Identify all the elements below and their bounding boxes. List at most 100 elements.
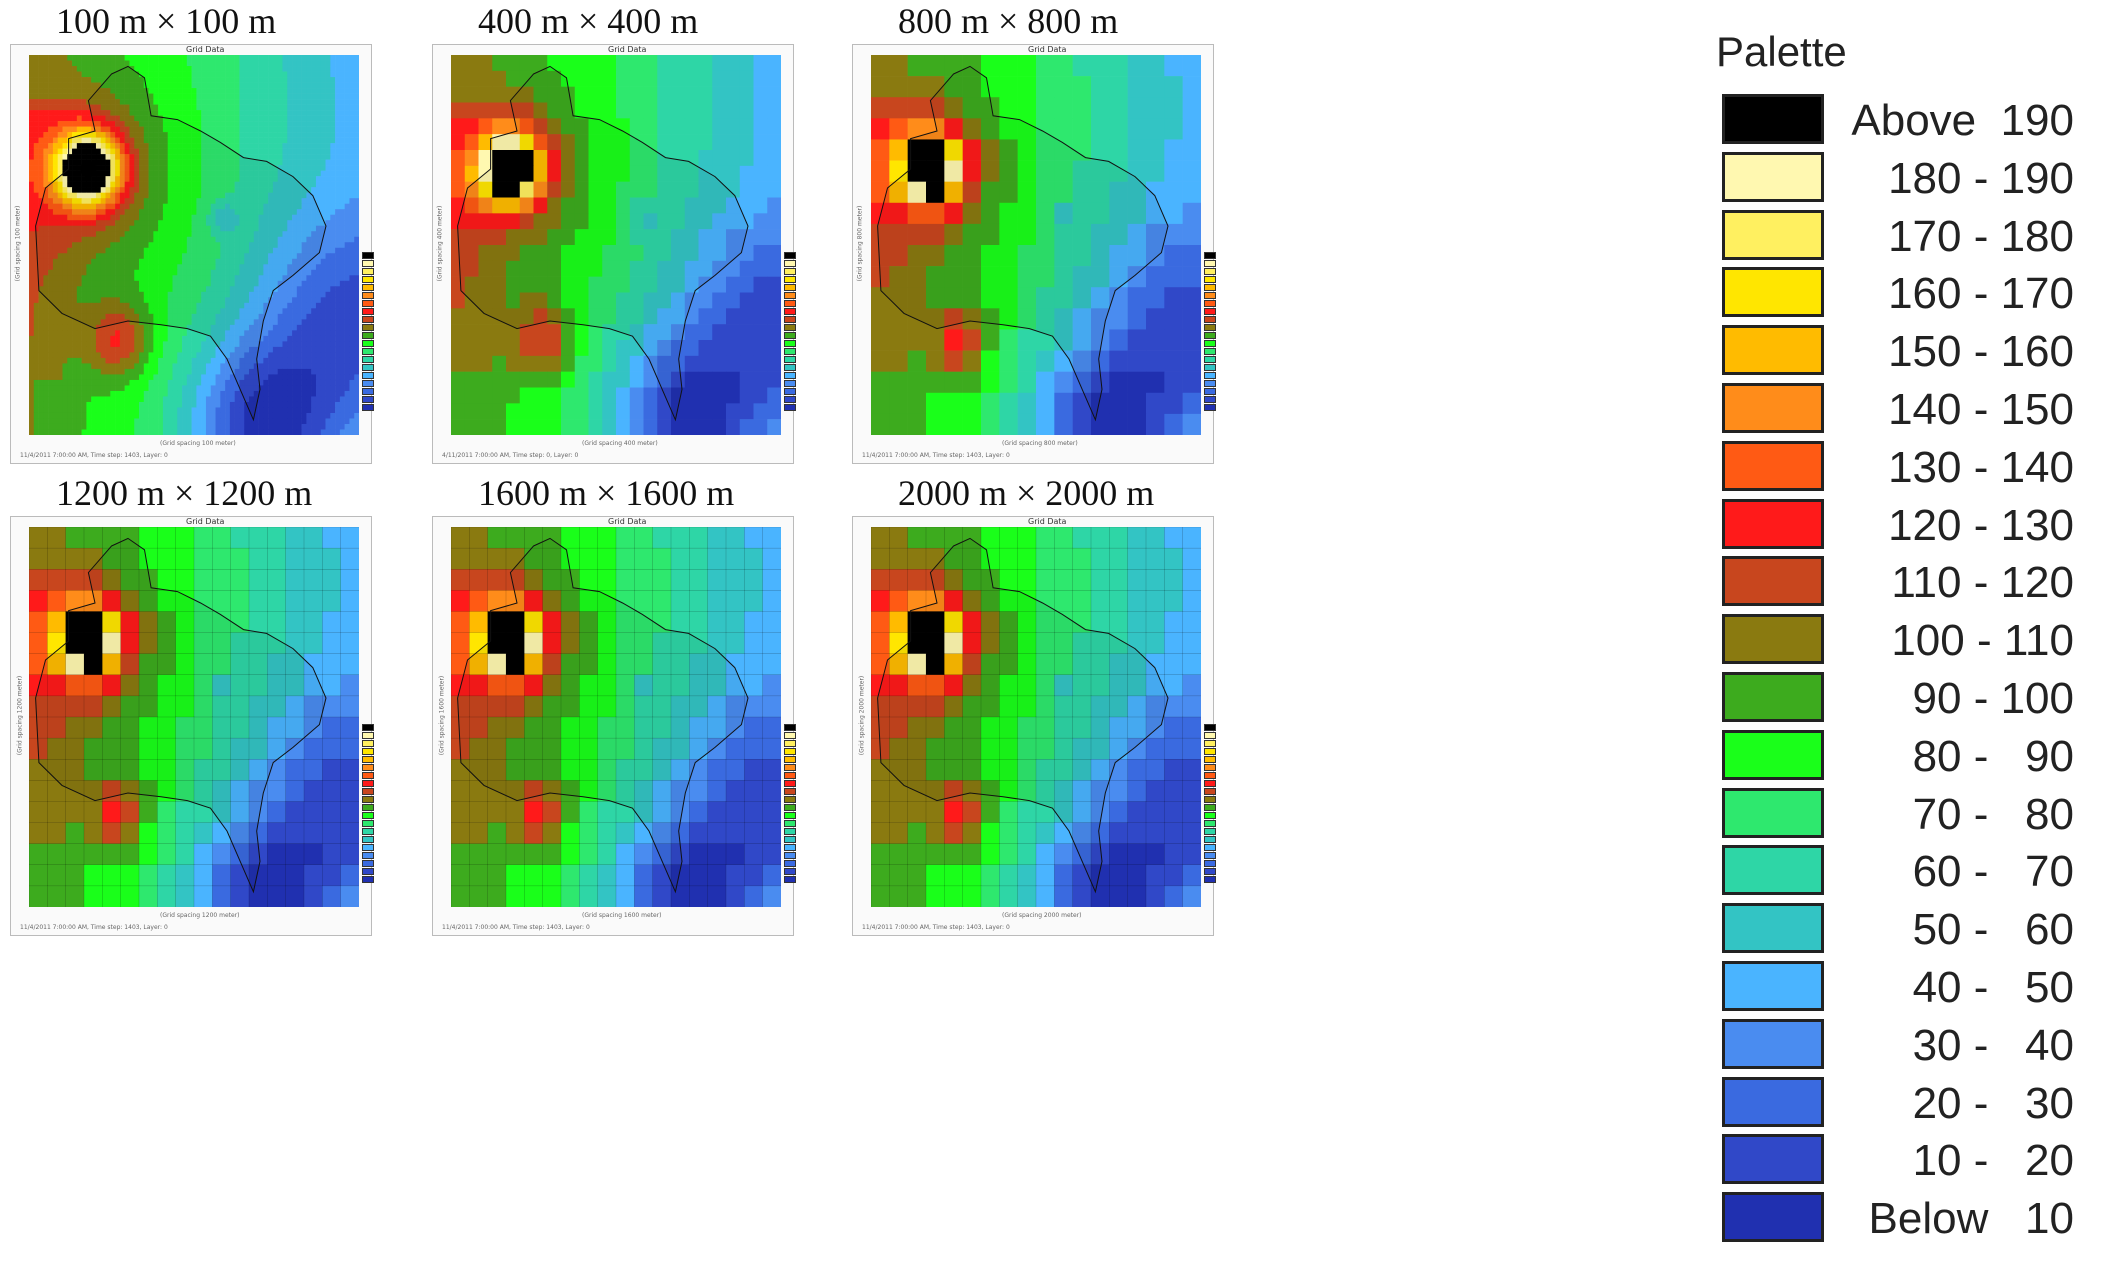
mini-palette-swatch: [784, 724, 796, 731]
palette-label: 80 - 90: [1912, 731, 2074, 781]
palette-row: 50 - 60: [1722, 903, 2082, 954]
palette-swatch: [1722, 1192, 1824, 1243]
mini-palette-swatch: [1204, 252, 1216, 259]
palette-label: Above 190: [1851, 96, 2074, 145]
mini-palette-swatch: [784, 396, 796, 403]
catchment-boundary: [457, 65, 749, 422]
palette-label: 70 - 80: [1912, 789, 2074, 839]
mini-palette-swatch: [784, 756, 796, 763]
mini-palette-swatch: [784, 292, 796, 299]
source-marker: [80, 633, 97, 649]
mini-palette-swatch: [362, 404, 374, 411]
mini-palette-swatch: [784, 324, 796, 331]
palette-swatch: [1722, 556, 1824, 607]
palette-swatch: [1722, 1076, 1824, 1127]
palette-row: 160 - 170: [1722, 267, 2082, 318]
mini-palette-swatch: [362, 364, 374, 371]
mini-palette-swatch: [1204, 764, 1216, 771]
palette-label: 30 - 40: [1912, 1020, 2074, 1070]
catchment-boundary: [877, 65, 1169, 422]
palette-label: Below 10: [1868, 1194, 2074, 1244]
palette-swatch: [1722, 1018, 1824, 1069]
palette-row: 70 - 80: [1722, 787, 2082, 839]
mini-palette-swatch: [362, 876, 374, 883]
mini-palette-swatch: [362, 844, 374, 851]
x-axis-caption: (Grid spacing 100 meter): [160, 440, 236, 447]
palette-label: 90 - 100: [1912, 674, 2074, 723]
panel-title: 1600 m × 1600 m: [478, 473, 735, 513]
mini-palette-swatch: [784, 388, 796, 395]
palette-row: 20 - 30: [1722, 1076, 2082, 1128]
grid-data-header: Grid Data: [186, 517, 225, 526]
palette-label: 140 - 150: [1888, 385, 2074, 434]
mini-palette-swatch: [784, 260, 796, 267]
palette-row: 140 - 150: [1722, 383, 2082, 434]
mini-palette-swatch: [362, 772, 374, 779]
palette-label: 150 - 160: [1888, 327, 2074, 377]
palette-row: 180 - 190: [1722, 151, 2082, 203]
mini-palette-swatch: [1204, 308, 1216, 315]
palette-row: 120 - 130: [1722, 498, 2082, 550]
mini-palette-swatch: [362, 276, 374, 283]
palette-row: 100 - 110: [1722, 614, 2082, 665]
mini-palette-swatch: [362, 388, 374, 395]
mini-palette-swatch: [362, 756, 374, 763]
mini-palette: [362, 724, 388, 884]
palette-swatch: [1722, 267, 1824, 318]
y-axis-caption: (Grid spacing 1600 meter): [438, 675, 446, 756]
mini-palette-swatch: [1204, 276, 1216, 283]
x-axis-caption: (Grid spacing 2000 meter): [1002, 912, 1082, 919]
mini-palette: [362, 252, 388, 412]
panel-title: 100 m × 100 m: [56, 1, 277, 41]
map-panel: 800 m × 800 m Grid Data (Grid spacing 800 …: [852, 0, 1262, 470]
mini-palette-swatch: [1204, 836, 1216, 843]
mini-palette: [784, 724, 810, 884]
mini-palette-swatch: [1204, 356, 1216, 363]
grid-data-window: Grid Data: [10, 516, 372, 936]
y-axis-caption: (Grid spacing 400 meter): [436, 205, 444, 282]
palette-title: Palette: [1716, 28, 1847, 75]
grid-data-header: Grid Data: [1028, 517, 1067, 526]
mini-palette-swatch: [784, 308, 796, 315]
concentration-map: [871, 55, 1201, 435]
mini-palette-swatch: [784, 300, 796, 307]
grid-data-header: Grid Data: [186, 45, 225, 54]
mini-palette-swatch: [362, 812, 374, 819]
mini-palette-swatch: [362, 836, 374, 843]
mini-palette-swatch: [784, 404, 796, 411]
grid-data-header: Grid Data: [608, 517, 647, 526]
mini-palette-swatch: [784, 820, 796, 827]
catchment-boundary: [35, 65, 327, 422]
mini-palette-swatch: [784, 836, 796, 843]
mini-palette-swatch: [784, 276, 796, 283]
mini-palette-swatch: [784, 732, 796, 739]
mini-palette-swatch: [784, 828, 796, 835]
mini-palette-swatch: [1204, 796, 1216, 803]
palette-label: 130 - 140: [1888, 442, 2074, 492]
mini-palette-swatch: [362, 268, 374, 275]
palette-row: 170 - 180: [1722, 209, 2082, 261]
mini-palette-swatch: [1204, 388, 1216, 395]
mini-palette-swatch: [362, 788, 374, 795]
x-axis-caption: (Grid spacing 1600 meter): [582, 912, 662, 919]
mini-palette-swatch: [362, 740, 374, 747]
mini-palette-swatch: [784, 268, 796, 275]
mini-palette-swatch: [784, 380, 796, 387]
palette-label: 120 - 130: [1888, 500, 2074, 550]
mini-palette-swatch: [362, 348, 374, 355]
mini-palette-swatch: [1204, 332, 1216, 339]
mini-palette-swatch: [362, 340, 374, 347]
mini-palette-swatch: [362, 820, 374, 827]
palette-row: 110 - 120: [1722, 556, 2082, 607]
mini-palette-swatch: [362, 396, 374, 403]
mini-palette-swatch: [362, 380, 374, 387]
grid-data-header: Grid Data: [1028, 45, 1067, 54]
palette-row: Above 190: [1722, 94, 2082, 145]
panel-title: 2000 m × 2000 m: [898, 473, 1155, 513]
mini-palette-swatch: [362, 260, 374, 267]
mini-palette-swatch: [784, 868, 796, 875]
mini-palette-swatch: [1204, 404, 1216, 411]
mini-palette-swatch: [1204, 780, 1216, 787]
palette-label: 180 - 190: [1888, 153, 2074, 203]
mini-palette-swatch: [1204, 364, 1216, 371]
